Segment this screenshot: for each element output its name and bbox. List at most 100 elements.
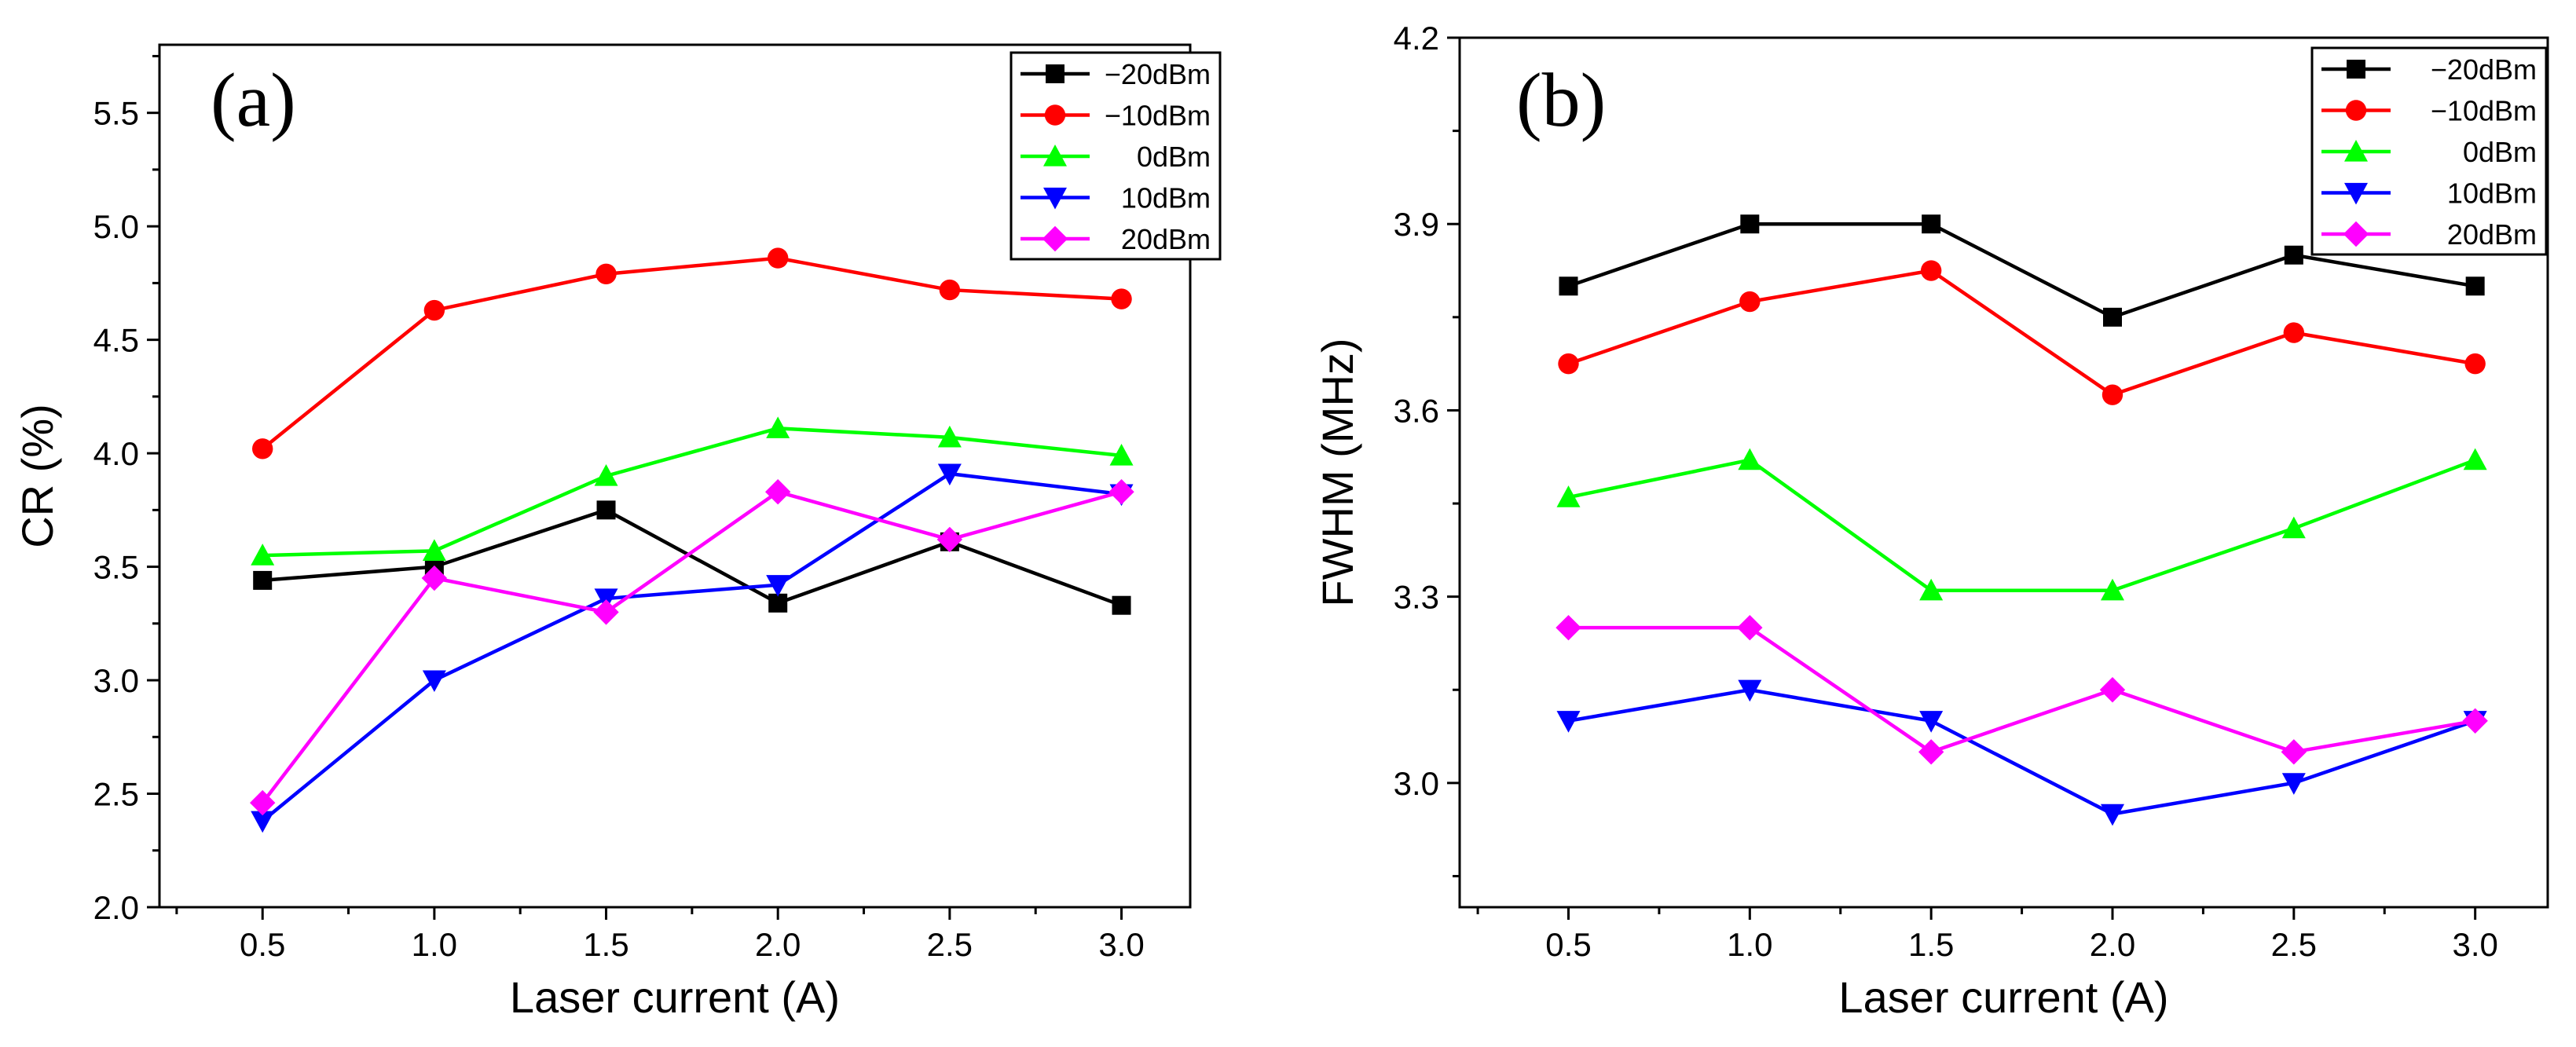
data-point bbox=[1738, 679, 1762, 702]
data-point bbox=[1922, 214, 1941, 234]
series-line bbox=[262, 507, 1123, 607]
series-line bbox=[1568, 458, 2476, 592]
data-point bbox=[1739, 291, 1761, 313]
data-point bbox=[422, 539, 446, 561]
data-point bbox=[1918, 739, 1944, 765]
x-tick-label: 2.5 bbox=[927, 926, 973, 963]
data-point bbox=[768, 593, 788, 613]
data-point bbox=[595, 263, 617, 285]
series-line bbox=[1568, 687, 2476, 816]
legend-marker bbox=[1044, 104, 1066, 126]
data-point bbox=[765, 479, 791, 505]
data-point bbox=[766, 416, 790, 438]
legend-marker bbox=[1046, 64, 1064, 83]
y-tick-label: 4.0 bbox=[93, 435, 139, 472]
legend-label: 0dBm bbox=[1137, 141, 1211, 173]
data-point bbox=[2101, 804, 2124, 826]
data-point bbox=[1112, 595, 1131, 615]
legend-marker bbox=[2343, 221, 2369, 247]
data-point bbox=[2281, 739, 2307, 765]
series-0 bbox=[1559, 214, 2485, 327]
series-2 bbox=[251, 416, 1134, 566]
y-tick-label: 3.0 bbox=[93, 662, 139, 699]
data-point bbox=[937, 463, 962, 486]
y-tick-label: 5.0 bbox=[93, 208, 139, 245]
data-point bbox=[2283, 322, 2305, 343]
y-tick-label: 3.6 bbox=[1394, 392, 1439, 429]
panel-label: (a) bbox=[211, 58, 296, 143]
series-line bbox=[261, 256, 1122, 451]
y-tick-label: 4.5 bbox=[93, 322, 139, 359]
series-4 bbox=[250, 479, 1134, 816]
data-point bbox=[1109, 443, 1134, 466]
data-point bbox=[2101, 578, 2124, 601]
y-axis-label: CR (%) bbox=[13, 404, 62, 548]
data-point bbox=[1559, 276, 1578, 296]
series-1 bbox=[1558, 260, 2486, 405]
data-point bbox=[1108, 479, 1134, 505]
data-point bbox=[1740, 214, 1760, 234]
data-point bbox=[1558, 353, 1579, 375]
data-point bbox=[593, 599, 619, 625]
data-point bbox=[768, 247, 789, 269]
x-tick-label: 1.5 bbox=[1908, 926, 1954, 963]
x-tick-label: 3.0 bbox=[1098, 926, 1144, 963]
x-tick-label: 0.5 bbox=[1545, 926, 1591, 963]
data-point bbox=[253, 570, 273, 590]
data-point bbox=[250, 789, 276, 816]
legend-marker bbox=[2344, 140, 2368, 162]
data-point bbox=[422, 670, 446, 693]
legend-label: 20dBm bbox=[2447, 218, 2537, 251]
x-axis-label: Laser current (A) bbox=[510, 972, 840, 1022]
series-2 bbox=[1556, 448, 2487, 601]
legend-marker bbox=[2347, 60, 2365, 79]
data-point bbox=[1555, 614, 1581, 641]
series-3 bbox=[1556, 679, 2487, 826]
data-point bbox=[1920, 260, 1942, 281]
y-tick-label: 5.5 bbox=[93, 95, 139, 132]
legend-marker bbox=[1043, 145, 1067, 167]
legend-marker bbox=[2345, 100, 2367, 121]
y-tick-label: 3.5 bbox=[93, 549, 139, 586]
legend-label: −10dBm bbox=[2431, 95, 2537, 127]
legend-label: 20dBm bbox=[1121, 223, 1211, 255]
chart-panel-b: 0.5 1.0 1.5 2.0 2.5 3.0 3.0 3.3 3.6 3.9 4.2 Laser c… bbox=[1313, 20, 2549, 1022]
series-0 bbox=[253, 500, 1131, 615]
data-point bbox=[1737, 614, 1763, 641]
series-line bbox=[261, 489, 1123, 804]
legend-label: 10dBm bbox=[2447, 178, 2537, 210]
data-point bbox=[252, 438, 273, 459]
x-tick-label: 1.5 bbox=[583, 926, 628, 963]
data-point bbox=[1919, 578, 1944, 601]
legend: −20dBm −10dBm 0dBm 10dBm 20dBm bbox=[2310, 46, 2548, 256]
series-4 bbox=[1555, 614, 2488, 765]
y-tick-label: 3.3 bbox=[1394, 579, 1439, 616]
data-point bbox=[766, 575, 790, 597]
y-tick-label: 3.9 bbox=[1394, 206, 1439, 243]
y-tick-label: 3.0 bbox=[1394, 765, 1439, 802]
data-point bbox=[2464, 353, 2486, 375]
x-tick-label: 2.0 bbox=[755, 926, 801, 963]
chart-panel-a: 0.5 1.0 1.5 2.0 2.5 3.0 2.0 2.5 3.0 3.5 4.0 4.5 5.0 5… bbox=[13, 43, 1222, 1022]
data-point bbox=[2462, 708, 2488, 734]
legend: −20dBm −10dBm 0dBm 10dBm 20dBm bbox=[1010, 51, 1222, 261]
legend-label: 0dBm bbox=[2463, 136, 2537, 168]
plot-frame bbox=[1458, 36, 2549, 909]
data-point bbox=[2099, 677, 2126, 703]
series-line bbox=[1567, 269, 2476, 397]
data-point bbox=[939, 279, 961, 301]
y-tick-label: 2.0 bbox=[93, 889, 139, 926]
data-point bbox=[2101, 384, 2123, 405]
y-tick-label: 2.5 bbox=[93, 776, 139, 813]
data-point bbox=[1919, 711, 1944, 733]
data-point bbox=[936, 526, 963, 553]
legend-label: −20dBm bbox=[2431, 53, 2537, 86]
data-point bbox=[2281, 773, 2306, 795]
series-line bbox=[262, 426, 1122, 558]
data-point bbox=[1111, 288, 1132, 309]
data-point bbox=[251, 811, 275, 833]
data-point bbox=[421, 565, 448, 591]
series-line bbox=[261, 471, 1122, 822]
legend-label: 10dBm bbox=[1121, 182, 1211, 214]
